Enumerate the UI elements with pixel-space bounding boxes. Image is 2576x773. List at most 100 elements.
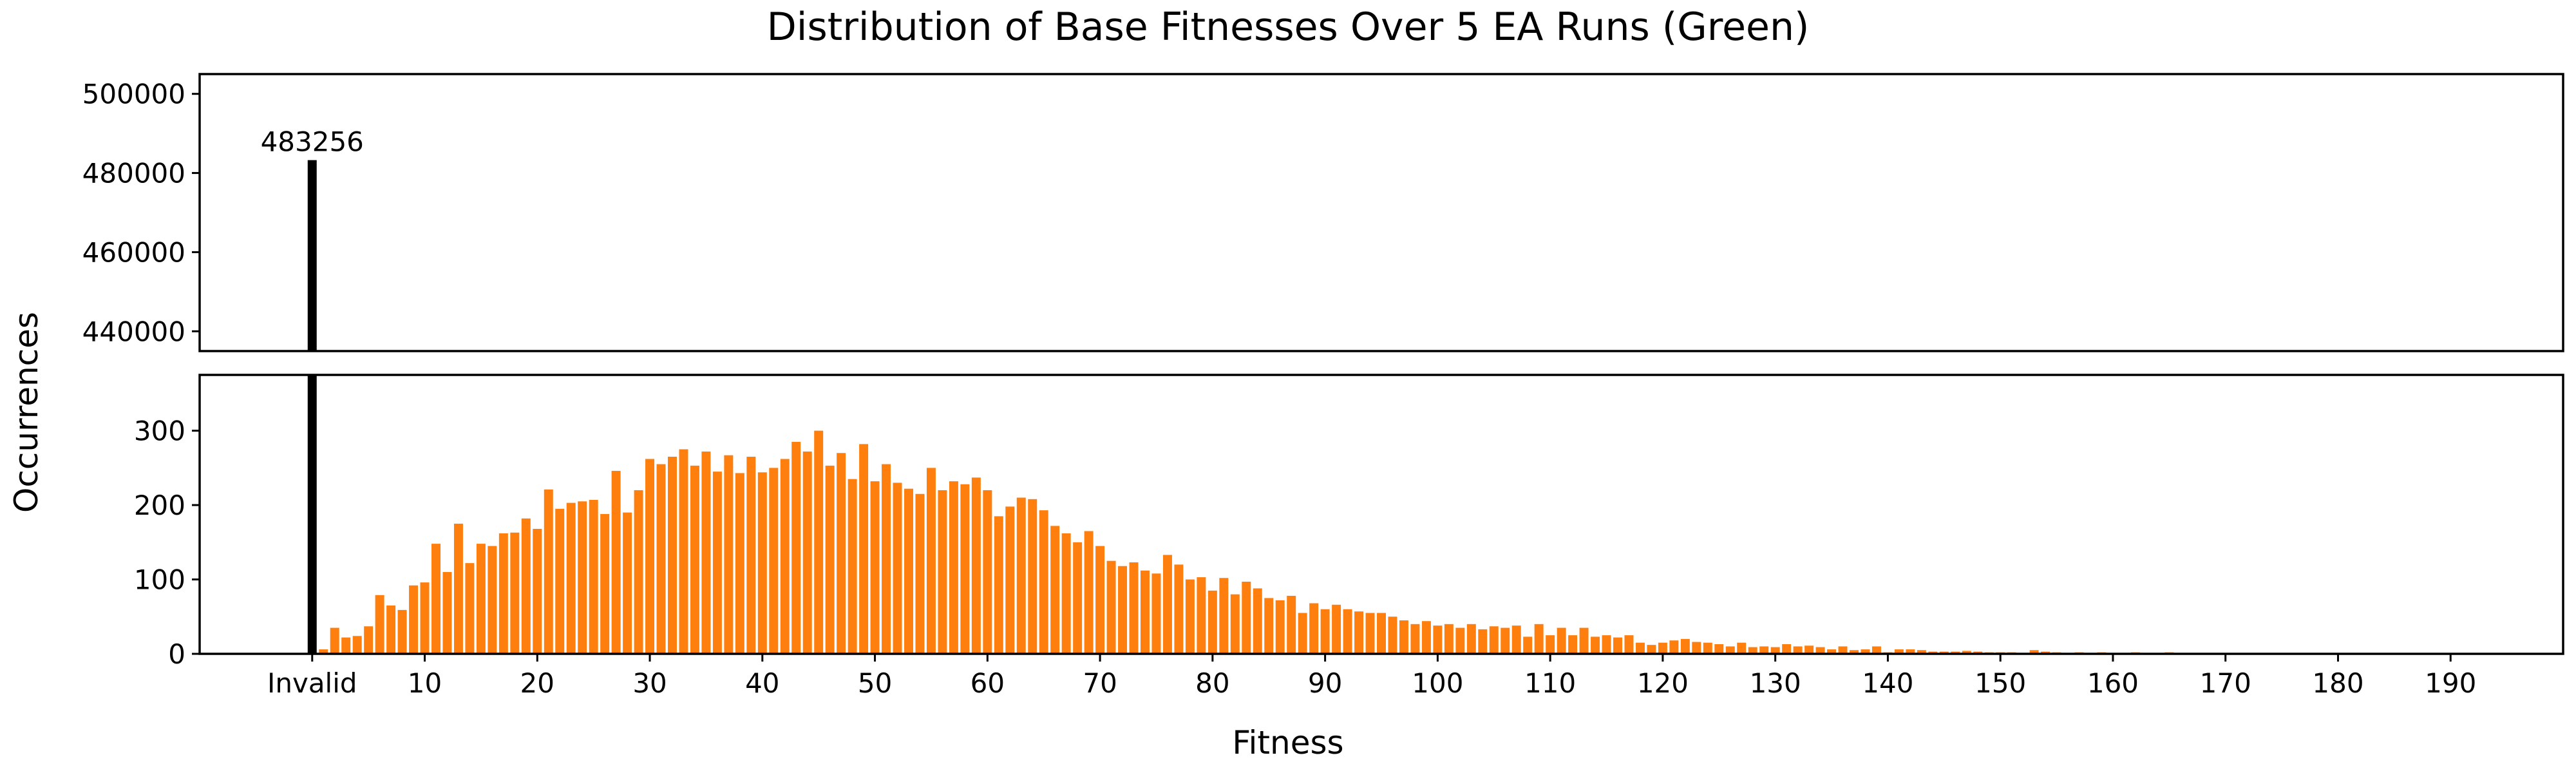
chart-title: Distribution of Base Fitnesses Over 5 EA…: [767, 5, 1810, 50]
fitness-bar: [1557, 627, 1566, 654]
fitness-bar: [623, 512, 632, 654]
fitness-bar: [690, 465, 699, 654]
fitness-bar: [1084, 531, 1094, 654]
fitness-bar: [1770, 647, 1780, 654]
fitness-bar: [1962, 651, 1971, 654]
fitness-bar: [1692, 642, 1701, 654]
fitness-bar: [420, 582, 430, 654]
fitness-bar: [1106, 560, 1116, 654]
x-tick-label: 190: [2425, 667, 2476, 699]
fitness-bar: [1906, 649, 1915, 654]
x-tick-label: 40: [745, 667, 779, 699]
y-tick-label: 0: [168, 638, 185, 670]
fitness-bar: [679, 449, 688, 654]
fitness-bar: [1501, 627, 1510, 654]
bottom-plot-area: [307, 375, 2467, 654]
fitness-bar: [712, 472, 722, 654]
x-tick-label: 30: [632, 667, 667, 699]
top-plot-area: [307, 160, 317, 351]
fitness-bar: [1647, 645, 1656, 654]
fitness-bar: [1894, 649, 1904, 654]
axes-frame: [198, 73, 2564, 352]
fitness-bar: [442, 571, 452, 654]
fitness-bar: [1365, 613, 1375, 654]
fitness-bar: [938, 490, 947, 654]
fitness-bar: [802, 451, 812, 654]
fitness-bar: [1162, 555, 1172, 654]
x-tick-label: 90: [1308, 667, 1342, 699]
invalid-bar-value-label: 483256: [261, 126, 364, 158]
fitness-bar: [544, 489, 553, 654]
fitness-bar: [814, 430, 824, 654]
fitness-bar: [510, 532, 520, 654]
fitness-bar: [1782, 644, 1792, 654]
fitness-bar: [645, 459, 655, 654]
fitness-bar: [1725, 646, 1735, 654]
fitness-bar: [453, 523, 463, 654]
fitness-bar: [746, 457, 756, 654]
fitness-bar: [589, 499, 598, 654]
fitness-bar: [1568, 635, 1578, 654]
fitness-bar: [488, 546, 497, 654]
fitness-bar: [1546, 635, 1555, 654]
x-tick-label: 80: [1195, 667, 1229, 699]
x-tick-label: 50: [858, 667, 892, 699]
fitness-bar: [1838, 646, 1848, 654]
fitness-bar: [1613, 637, 1622, 654]
bottom-panel: 0 100 200 300 Invalid 10 20 30 40 50 60 70 80 90 100 11…: [134, 374, 2564, 699]
fitness-bar: [904, 488, 913, 654]
fitness-bar: [1714, 644, 1724, 654]
fitness-bar: [364, 626, 374, 654]
fitness-bar: [611, 470, 621, 654]
fitness-bar: [1005, 506, 1015, 654]
fitness-bar: [1489, 626, 1499, 654]
fitness-bar: [1793, 646, 1803, 654]
top-panel: 440000 460000 480000 500000 483256: [82, 73, 2564, 352]
fitness-bar: [1343, 609, 1352, 654]
y-tick-label: 200: [134, 490, 185, 521]
fitness-bar: [1759, 646, 1769, 654]
fitness-bar: [1737, 642, 1747, 654]
fitness-bar: [465, 563, 475, 654]
x-tick-label: 130: [1750, 667, 1801, 699]
axes-frame: [198, 374, 2564, 655]
fitness-bar: [1242, 581, 1251, 654]
fitness-bar: [769, 468, 779, 654]
y-axis-label: Occurrences: [8, 312, 45, 513]
x-tick-label: 20: [520, 667, 554, 699]
fitness-bar: [1748, 647, 1757, 654]
fitness-bar: [498, 533, 508, 654]
fitness-bar: [1275, 600, 1285, 654]
y-tick-label: 480000: [82, 158, 185, 189]
fitness-bar: [319, 649, 328, 654]
fitness-bar: [1534, 624, 1544, 654]
fitness-bar: [971, 477, 981, 654]
fitness-bar: [1861, 649, 1870, 654]
fitness-bar: [915, 493, 925, 654]
fitness-bar: [1815, 647, 1825, 654]
fitness-bar: [791, 441, 801, 654]
fitness-bar: [1377, 613, 1386, 654]
x-tick-label: 150: [1975, 667, 2026, 699]
y-tick-label: 300: [134, 415, 185, 447]
fitness-bar: [1309, 603, 1319, 654]
fitness-bar: [882, 464, 891, 654]
fitness-bar: [701, 451, 711, 654]
fitness-bar: [1658, 642, 1667, 654]
fitness-bar: [735, 473, 744, 654]
fitness-bar: [983, 490, 992, 654]
fitness-bar: [1197, 577, 1206, 654]
fitness-bar: [1264, 598, 1274, 654]
y-tick-label: 440000: [82, 316, 185, 347]
fitness-bar: [1523, 636, 1533, 654]
x-axis-label: Fitness: [1232, 724, 1343, 761]
fitness-bar: [1444, 624, 1454, 654]
fitness-bar: [1073, 542, 1083, 654]
fitness-bar: [1850, 650, 1859, 654]
fitness-bar: [1039, 510, 1048, 654]
x-tick-label: 160: [2087, 667, 2139, 699]
invalid-bar: [307, 375, 317, 654]
fitness-bar: [1208, 590, 1217, 654]
fitness-bar: [1151, 573, 1161, 654]
